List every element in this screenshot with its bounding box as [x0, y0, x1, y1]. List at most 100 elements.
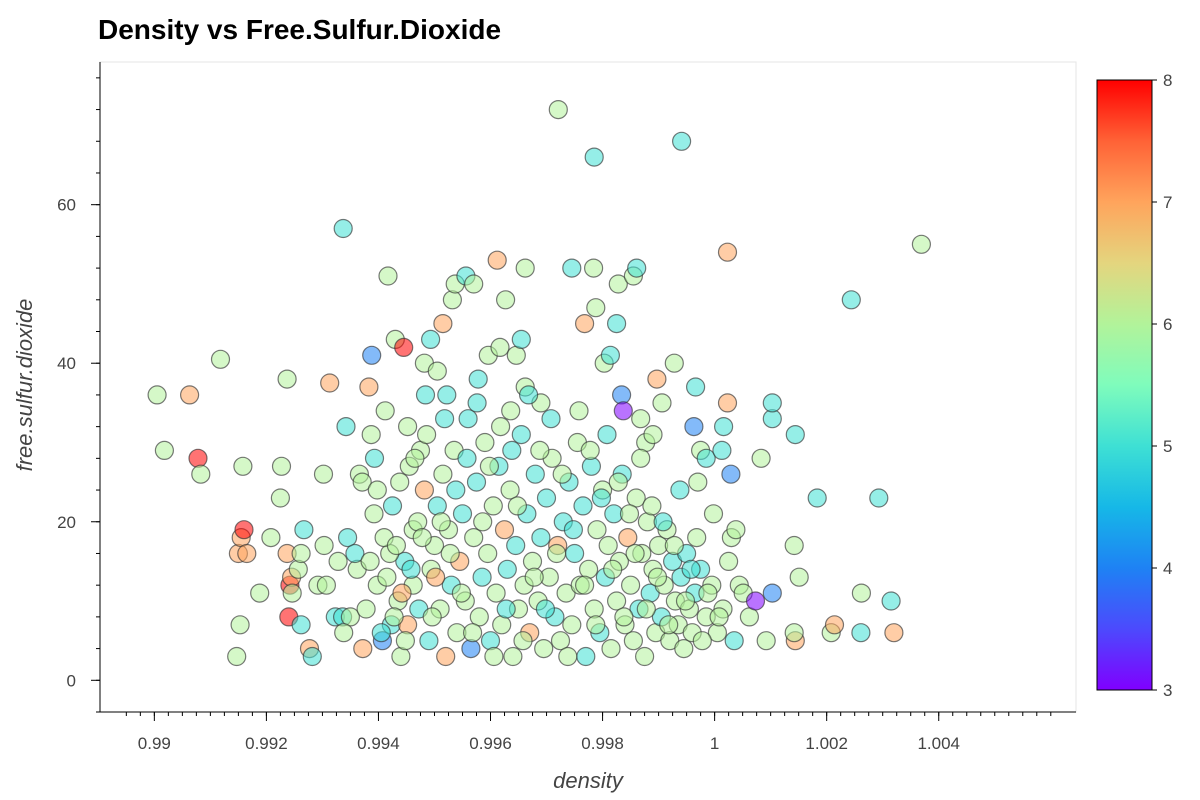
data-point — [491, 417, 511, 437]
data-point — [291, 543, 311, 564]
data-point — [573, 496, 593, 516]
data-point — [362, 345, 382, 365]
data-point — [419, 631, 439, 651]
data-point — [497, 559, 517, 579]
data-point — [881, 591, 901, 611]
data-point — [395, 631, 415, 651]
data-point — [502, 440, 522, 460]
colorbar-axis: 3 4 5 6 7 8 — [1152, 71, 1172, 700]
x-tick-label: 0.992 — [245, 734, 288, 753]
data-point — [597, 425, 617, 445]
data-point — [784, 535, 804, 556]
data-point — [250, 583, 270, 603]
data-point — [620, 575, 641, 595]
data-point — [334, 623, 354, 643]
data-point — [386, 535, 406, 556]
data-point — [328, 551, 348, 572]
data-point — [745, 591, 766, 611]
x-tick-label: 1 — [710, 734, 719, 753]
data-point — [390, 472, 410, 492]
data-point — [601, 638, 621, 659]
data-point — [356, 599, 376, 619]
data-point — [371, 623, 391, 643]
data-point — [564, 543, 585, 564]
data-point — [696, 448, 716, 468]
data-point — [681, 559, 701, 579]
data-point — [313, 464, 334, 484]
data-point — [614, 607, 634, 627]
data-point — [496, 599, 516, 619]
x-axis-label: density — [553, 768, 625, 793]
data-point — [530, 440, 550, 460]
data-point — [336, 417, 356, 437]
data-point — [437, 385, 457, 405]
data-point — [558, 646, 578, 667]
data-point — [515, 258, 535, 278]
data-point — [440, 543, 460, 564]
data-point — [670, 480, 690, 500]
data-point — [483, 496, 503, 516]
y-tick-label: 20 — [57, 513, 76, 532]
data-point — [364, 448, 385, 468]
data-point — [608, 274, 628, 294]
data-point — [548, 99, 568, 120]
data-point — [394, 337, 414, 357]
data-point — [496, 290, 516, 310]
data-point — [524, 567, 544, 587]
data-point — [398, 417, 418, 437]
data-point — [574, 314, 595, 334]
data-point — [511, 329, 531, 349]
data-point — [692, 631, 712, 651]
data-point — [427, 496, 447, 516]
data-point — [227, 646, 247, 667]
data-point — [468, 369, 488, 389]
x-tick-label: 0.994 — [357, 734, 400, 753]
data-point — [591, 488, 612, 508]
colorbar-tick-label: 5 — [1163, 437, 1172, 456]
data-point — [417, 425, 437, 445]
data-point — [486, 583, 506, 603]
data-point — [586, 615, 606, 635]
data-point — [442, 290, 462, 310]
data-point — [503, 646, 523, 667]
data-point — [352, 472, 372, 492]
data-point — [426, 567, 446, 587]
data-point — [507, 496, 528, 516]
data-point — [147, 385, 167, 405]
data-point — [501, 401, 521, 421]
data-point — [367, 480, 387, 500]
data-point — [613, 401, 633, 421]
data-point — [506, 345, 526, 365]
data-point — [382, 496, 403, 516]
data-point — [546, 543, 567, 564]
data-point — [408, 512, 428, 532]
data-point — [623, 631, 644, 651]
data-point — [653, 512, 673, 532]
data-point — [487, 250, 507, 270]
data-point — [762, 583, 782, 603]
data-point — [911, 234, 932, 254]
data-point — [600, 345, 621, 365]
data-point — [233, 456, 253, 476]
data-point — [433, 314, 453, 334]
data-point — [531, 527, 551, 548]
data-point — [784, 623, 804, 643]
chart-title: Density vs Free.Sulfur.Dioxide — [98, 14, 502, 45]
data-point — [581, 456, 602, 476]
data-point — [492, 615, 512, 635]
data-point — [647, 567, 668, 587]
data-point — [457, 448, 477, 468]
data-point — [851, 583, 872, 603]
data-point — [320, 373, 340, 393]
data-point — [625, 543, 645, 564]
x-tick-label: 0.996 — [469, 734, 512, 753]
data-point — [506, 535, 526, 556]
data-point — [643, 425, 663, 445]
data-point — [712, 440, 732, 460]
data-point — [587, 520, 607, 540]
data-point — [576, 646, 596, 667]
data-point — [405, 448, 425, 468]
data-point — [647, 369, 667, 389]
data-point — [851, 623, 871, 643]
